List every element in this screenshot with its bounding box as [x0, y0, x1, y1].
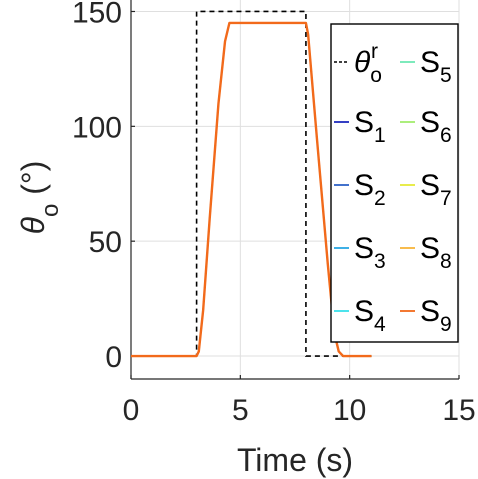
y-ticks: 0 50 100 150 [72, 0, 135, 374]
y-tick-label: 100 [72, 111, 122, 144]
x-tick-label: 10 [333, 394, 366, 427]
legend-entry: S1 [354, 106, 386, 147]
x-tick-label: 5 [232, 394, 249, 427]
legend-entry: S2 [354, 169, 386, 210]
legend: θor S1 S2 S3 S4 S5 S6 S7 S8 S9 [330, 23, 459, 343]
y-axis-label: θo (°) [15, 161, 64, 235]
legend-box [330, 23, 459, 343]
y-tick-label: 150 [72, 0, 122, 29]
legend-entry: S4 [354, 295, 386, 336]
x-axis-label: Time (s) [237, 442, 353, 478]
legend-entry: S9 [420, 295, 452, 336]
legend-entry: S7 [420, 169, 452, 210]
legend-entry: S5 [420, 46, 452, 87]
x-tick-label: 0 [123, 394, 140, 427]
legend-entry: S3 [354, 232, 386, 273]
legend-entry: θor [354, 40, 382, 87]
y-tick-label: 50 [89, 226, 122, 259]
legend-entry: S8 [420, 232, 452, 273]
legend-entry: S6 [420, 106, 452, 147]
x-tick-label: 15 [442, 394, 475, 427]
y-tick-label: 0 [105, 341, 122, 374]
x-ticks: 0 5 10 15 [123, 375, 476, 427]
